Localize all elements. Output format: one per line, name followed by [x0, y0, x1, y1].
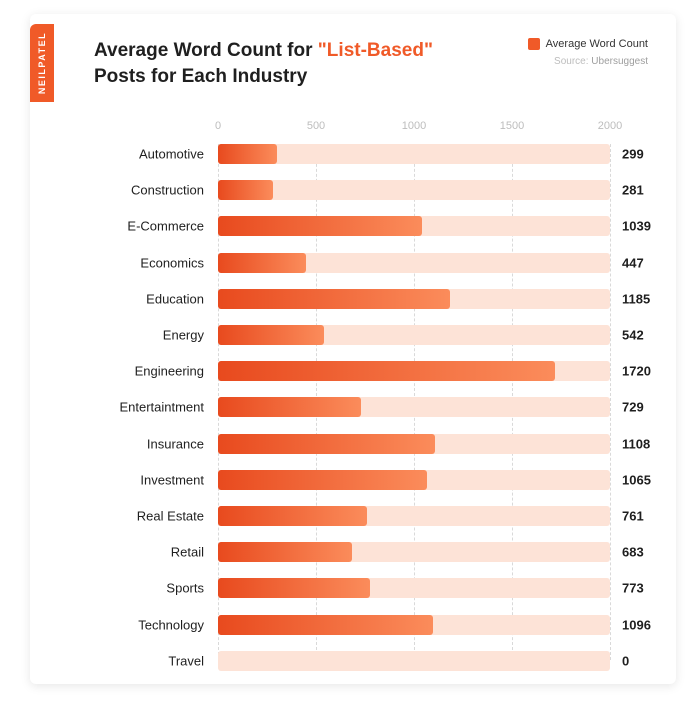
- source-prefix: Source:: [554, 56, 591, 67]
- bar-fill: [218, 434, 435, 454]
- bar-row: Automotive299: [218, 144, 610, 164]
- category-label: E-Commerce: [127, 219, 218, 234]
- bar-row: Technology1096: [218, 615, 610, 635]
- bar-row: Education1185: [218, 289, 610, 309]
- bar-fill: [218, 289, 450, 309]
- bar-row: Construction281: [218, 180, 610, 200]
- value-label: 0: [610, 653, 629, 668]
- chart-title: Average Word Count for "List-Based" Post…: [94, 38, 434, 89]
- title-pre: Average Word Count for: [94, 40, 318, 61]
- bar-row: E-Commerce1039: [218, 216, 610, 236]
- title-post: Posts for Each Industry: [94, 66, 307, 87]
- category-label: Energy: [163, 328, 218, 343]
- bar-fill: [218, 144, 277, 164]
- bar-row: Travel0: [218, 651, 610, 671]
- bars-layer: Automotive299 Construction281 E-Commerce10…: [218, 144, 610, 660]
- legend-swatch: [528, 38, 540, 50]
- bar-track: [218, 651, 610, 671]
- value-label: 542: [610, 328, 644, 343]
- bar-row: Engineering1720: [218, 361, 610, 381]
- bar-fill: [218, 506, 367, 526]
- value-label: 1108: [610, 436, 650, 451]
- bar-track: [218, 180, 610, 200]
- x-tick-label: 2000: [598, 120, 622, 132]
- category-label: Entertaintment: [119, 400, 218, 415]
- bar-fill: [218, 542, 352, 562]
- value-label: 1065: [610, 472, 651, 487]
- title-accent: "List-Based": [318, 40, 433, 61]
- bar-fill: [218, 615, 433, 635]
- bar-row: Retail683: [218, 542, 610, 562]
- category-label: Travel: [168, 653, 218, 668]
- x-tick-label: 0: [215, 120, 221, 132]
- bar-fill: [218, 361, 555, 381]
- legend-row: Average Word Count: [528, 38, 648, 50]
- value-label: 761: [610, 509, 644, 524]
- legend: Average Word Count Source: Ubersuggest: [528, 38, 648, 67]
- plot-area: 0500100015002000 Automotive299Constructi…: [218, 144, 610, 660]
- brand-label: NEILPATEL: [37, 32, 47, 94]
- category-label: Real Estate: [137, 509, 218, 524]
- source-name: Ubersuggest: [591, 56, 648, 67]
- value-label: 1096: [610, 617, 651, 632]
- bar-fill: [218, 578, 370, 598]
- value-label: 729: [610, 400, 644, 415]
- header: Average Word Count for "List-Based" Post…: [30, 14, 676, 97]
- source: Source: Ubersuggest: [528, 56, 648, 67]
- value-label: 1185: [610, 291, 650, 306]
- x-tick-label: 1500: [500, 120, 524, 132]
- bar-row: Sports773: [218, 578, 610, 598]
- value-label: 773: [610, 581, 644, 596]
- bar-fill: [218, 397, 361, 417]
- category-label: Sports: [166, 581, 218, 596]
- bar-fill: [218, 216, 422, 236]
- category-label: Retail: [171, 545, 218, 560]
- category-label: Insurance: [147, 436, 218, 451]
- value-label: 447: [610, 255, 644, 270]
- category-label: Technology: [138, 617, 218, 632]
- value-label: 1039: [610, 219, 651, 234]
- bar-fill: [218, 253, 306, 273]
- value-label: 683: [610, 545, 644, 560]
- bar-row: Insurance1108: [218, 434, 610, 454]
- bar-fill: [218, 180, 273, 200]
- value-label: 299: [610, 147, 644, 162]
- bar-row: Investment1065: [218, 470, 610, 490]
- value-label: 281: [610, 183, 644, 198]
- category-label: Economics: [140, 255, 218, 270]
- category-label: Automotive: [139, 147, 218, 162]
- bar-track: [218, 144, 610, 164]
- x-tick-label: 1000: [402, 120, 426, 132]
- bar-row: Real Estate761: [218, 506, 610, 526]
- legend-label: Average Word Count: [546, 38, 648, 50]
- bar-row: Economics447: [218, 253, 610, 273]
- chart-card: Average Word Count for "List-Based" Post…: [30, 14, 676, 684]
- bar-fill: [218, 325, 324, 345]
- brand-tab: NEILPATEL: [30, 24, 54, 102]
- category-label: Construction: [131, 183, 218, 198]
- x-tick-label: 500: [307, 120, 325, 132]
- bar-fill: [218, 470, 427, 490]
- category-label: Investment: [140, 472, 218, 487]
- bar-row: Entertaintment729: [218, 397, 610, 417]
- category-label: Education: [146, 291, 218, 306]
- bar-row: Energy542: [218, 325, 610, 345]
- category-label: Engineering: [135, 364, 218, 379]
- value-label: 1720: [610, 364, 651, 379]
